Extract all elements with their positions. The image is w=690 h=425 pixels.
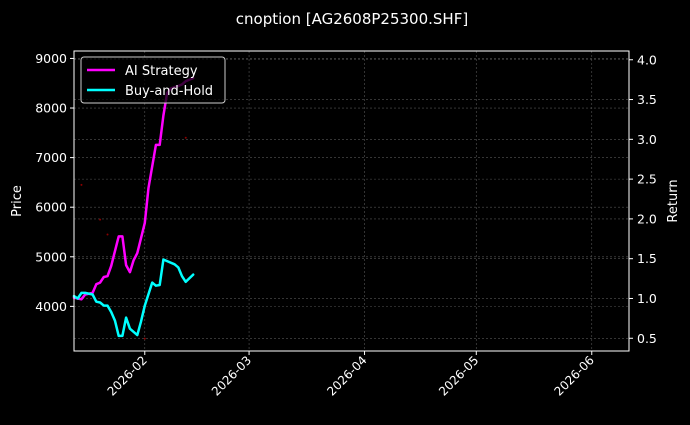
y-tick-label-price: 7000 xyxy=(35,150,67,165)
y-tick-label-return: 3.5 xyxy=(637,92,657,107)
y-tick-label-price: 9000 xyxy=(35,51,67,66)
price-marker xyxy=(106,233,109,236)
y-tick-label-price: 4000 xyxy=(35,299,67,314)
y-tick-label-return: 3.0 xyxy=(637,132,657,147)
y-tick-label-return: 1.0 xyxy=(637,291,657,306)
x-tick-label: 2026-04 xyxy=(324,353,369,398)
y-tick-label-return: 2.0 xyxy=(637,211,657,226)
x-axis-dates: 2026-02 2026-03 2026-04 2026-05 2026-06 xyxy=(105,351,597,399)
legend-box xyxy=(80,56,226,104)
y-tick-label-return: 0.5 xyxy=(637,331,657,346)
price-marker xyxy=(143,337,146,340)
price-marker xyxy=(184,136,187,139)
price-markers xyxy=(80,136,187,340)
chart-title: cnoption [AG2608P25300.SHF] xyxy=(236,10,468,28)
x-tick-label: 2026-02 xyxy=(105,353,150,398)
price-marker xyxy=(99,218,102,221)
series-line-buy-and-hold xyxy=(72,258,195,338)
legend: AI Strategy Buy-and-Hold xyxy=(80,56,226,104)
y-tick-label-price: 8000 xyxy=(35,101,67,116)
y-axis-return: 0.5 1.0 1.5 2.0 2.5 3.0 3.5 4.0 xyxy=(629,52,657,346)
y-axis-label-price: Price xyxy=(10,185,25,217)
x-tick-label: 2026-06 xyxy=(552,353,597,398)
y-tick-label-price: 6000 xyxy=(35,200,67,215)
legend-label-ai-strategy: AI Strategy xyxy=(125,64,198,79)
y-tick-label-return: 2.5 xyxy=(637,172,657,187)
y-tick-label-price: 5000 xyxy=(35,249,67,264)
price-marker xyxy=(80,183,83,186)
y-axis-price: 4000 5000 6000 7000 8000 9000 xyxy=(35,51,74,314)
x-tick-label: 2026-03 xyxy=(209,353,254,398)
y-tick-label-return: 1.5 xyxy=(637,251,657,266)
y-tick-label-return: 4.0 xyxy=(637,52,657,67)
legend-label-buy-and-hold: Buy-and-Hold xyxy=(125,84,213,99)
axes-frame xyxy=(73,50,630,352)
y-axis-label-return: Return xyxy=(666,179,681,222)
x-tick-label: 2026-05 xyxy=(436,353,481,398)
